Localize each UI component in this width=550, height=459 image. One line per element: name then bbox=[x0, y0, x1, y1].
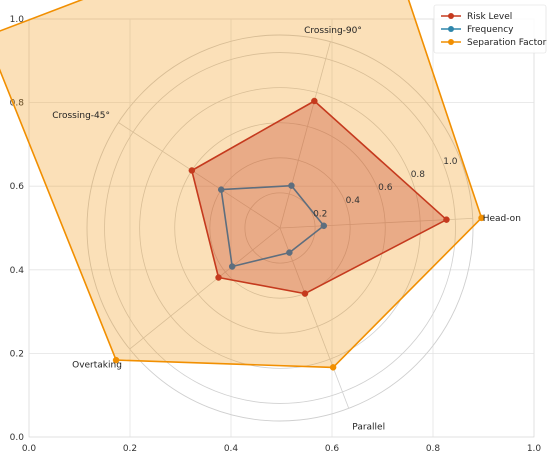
y-tick-label: 1.0 bbox=[10, 15, 25, 25]
x-tick-label: 0.2 bbox=[123, 444, 137, 454]
x-tick-label: 0.4 bbox=[224, 444, 239, 454]
separation-factor-line bbox=[0, 0, 483, 369]
frequency-point bbox=[217, 186, 225, 193]
frequency-point bbox=[320, 222, 328, 230]
x-tick-label: 1.0 bbox=[527, 444, 542, 454]
x-tick-label: 0.6 bbox=[325, 444, 340, 454]
risk-level-point bbox=[311, 97, 318, 105]
legend-entry-label: Risk Level bbox=[467, 12, 512, 22]
angular-gridline bbox=[118, 122, 281, 229]
frequency-point bbox=[228, 263, 236, 270]
legend-swatch-marker bbox=[448, 39, 454, 45]
separation-factor-point bbox=[112, 356, 120, 364]
radial-tick-label: 0.8 bbox=[411, 170, 426, 180]
outer-ticks: 0.0 0.2 0.4 0.6 0.8 1.0 0.0 0.2 0.4 0.6 0.8 1.0 bbox=[10, 15, 542, 454]
radial-gridline bbox=[104, 52, 456, 404]
y-tick-label: 0.0 bbox=[10, 433, 25, 443]
polar-grid bbox=[86, 34, 474, 422]
radial-gridline bbox=[244, 192, 316, 264]
y-tick-label: 0.4 bbox=[10, 266, 25, 276]
y-tick-label: 0.6 bbox=[10, 182, 25, 192]
radial-gridline bbox=[174, 122, 386, 334]
legend: Risk Level Frequency Separation Factor bbox=[433, 4, 547, 54]
x-tick-label: 0.8 bbox=[426, 444, 441, 454]
radial-tick-labels: 0.2 0.4 0.6 0.8 1.0 bbox=[313, 157, 458, 220]
risk-level-point bbox=[443, 216, 450, 223]
x-tick-label: 0.0 bbox=[22, 444, 37, 454]
risk-level-area bbox=[191, 101, 447, 294]
separation-factor-point bbox=[478, 214, 485, 222]
series-layer bbox=[0, 0, 485, 371]
angular-gridline bbox=[279, 41, 331, 229]
legend-box bbox=[433, 4, 547, 54]
radial-tick-label: 0.4 bbox=[346, 196, 361, 206]
frequency-point bbox=[288, 182, 295, 189]
y-tick-label: 0.8 bbox=[10, 99, 25, 109]
category-labels: Head-on Crossing-90° Crossing-45° Overtakin… bbox=[52, 26, 521, 433]
legend-swatch-marker bbox=[448, 13, 454, 19]
radial-tick-label: 1.0 bbox=[443, 157, 458, 167]
category-label: Crossing-90° bbox=[304, 26, 362, 36]
frequency-point bbox=[286, 249, 293, 256]
legend-entry-label: Separation Factor bbox=[467, 38, 547, 48]
radial-tick-label: 0.6 bbox=[378, 183, 393, 193]
separation-factor-area bbox=[0, 0, 482, 368]
separation-factor-point bbox=[329, 364, 337, 371]
risk-level-line bbox=[191, 100, 448, 295]
radial-gridline bbox=[139, 87, 421, 369]
frequency-line bbox=[220, 184, 325, 268]
risk-level-point bbox=[188, 167, 196, 174]
radial-tick-label: 0.2 bbox=[313, 209, 327, 219]
category-label: Overtaking bbox=[72, 360, 122, 370]
polar-outer-ring bbox=[86, 34, 474, 422]
angular-gridline bbox=[279, 217, 473, 229]
angular-gridline bbox=[129, 227, 281, 350]
category-label: Crossing-45° bbox=[52, 111, 110, 121]
y-tick-label: 0.2 bbox=[10, 349, 24, 359]
legend-entry-label: Frequency bbox=[467, 25, 514, 35]
risk-level-point bbox=[215, 274, 222, 281]
category-label: Head-on bbox=[483, 214, 521, 224]
radial-gridline bbox=[209, 157, 351, 299]
category-label: Parallel bbox=[352, 423, 385, 433]
legend-swatch-marker bbox=[448, 26, 454, 32]
angular-gridline bbox=[279, 227, 350, 409]
risk-level-point bbox=[301, 290, 309, 297]
